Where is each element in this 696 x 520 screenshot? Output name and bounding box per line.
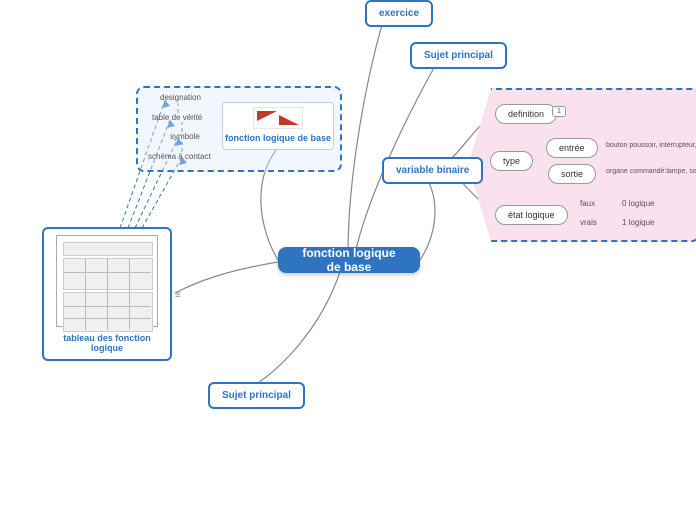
tableau-thumb [56,235,158,327]
node-definition[interactable]: definition [495,104,557,124]
entree-detail: bouton poussoir, interrupteur,... [606,142,696,149]
sortie-detail: organe commandé:lampe, sonne... [606,168,696,175]
vrais-val: 1 logique [622,218,654,227]
item-designation[interactable]: designation [160,93,201,102]
branch-sujet-bottom[interactable]: Sujet principal [208,382,305,409]
node-entree[interactable]: entrée [546,138,598,158]
entree-label: entrée [559,143,585,153]
node-faux[interactable]: faux [580,199,595,208]
fonction-base-label: fonction logique de base [223,133,333,143]
type-label: type [503,156,520,166]
fonction-base-card[interactable]: fonction logique de base [222,102,334,150]
exercice-label: exercice [379,8,419,19]
tableau-card[interactable]: tableau des fonction logique [42,227,172,361]
sortie-label: sortie [561,169,583,179]
tableau-label: tableau des fonction logique [50,333,164,353]
item-symbole[interactable]: symbole [170,132,200,141]
fonction-thumb-icon [253,107,303,129]
node-vrais[interactable]: vrais [580,218,597,227]
sujet-top-label: Sujet principal [424,50,493,61]
sujet-bottom-label: Sujet principal [222,390,291,401]
node-etat[interactable]: état logique [495,205,568,225]
faux-val: 0 logique [622,199,654,208]
variable-binaire-label: variable binaire [396,165,469,176]
etat-label: état logique [508,210,555,220]
item-table-verite[interactable]: table de vérité [152,113,202,122]
node-type[interactable]: type [490,151,533,171]
branch-variable-binaire[interactable]: variable binaire [382,157,483,184]
branch-exercice[interactable]: exercice [365,0,433,27]
definition-label: definition [508,109,544,119]
item-schema[interactable]: schéma à contact [148,152,211,161]
definition-badge: 1 [552,106,566,117]
branch-sujet-top[interactable]: Sujet principal [410,42,507,69]
central-label: fonction logique de base [296,246,402,274]
central-topic[interactable]: fonction logique de base [278,247,420,273]
node-sortie[interactable]: sortie [548,164,596,184]
notes-icon[interactable]: ≡ [175,290,181,301]
